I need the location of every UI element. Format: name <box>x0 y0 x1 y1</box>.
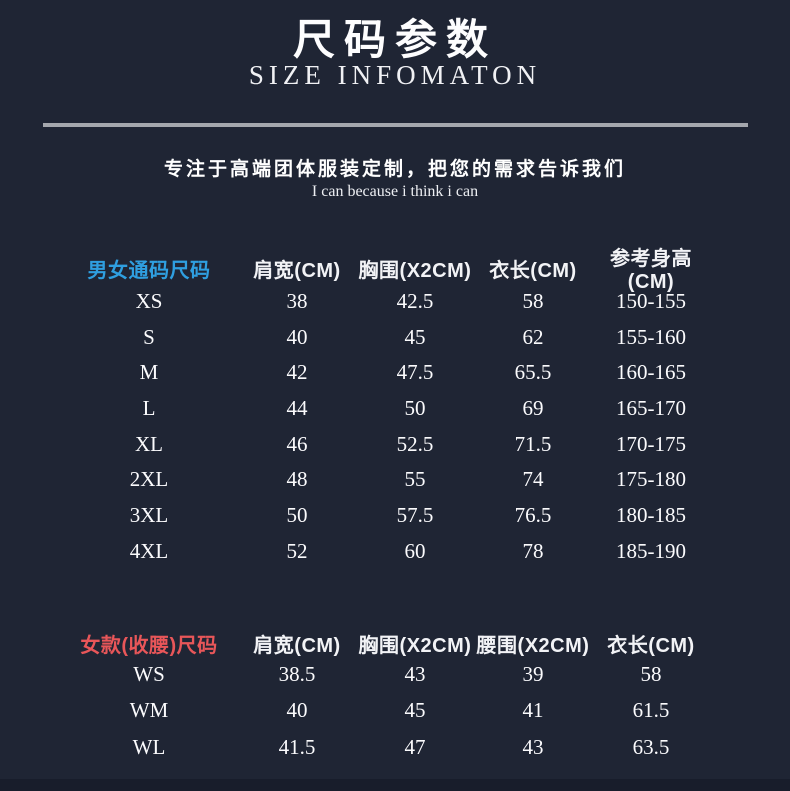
cell: 175-180 <box>616 467 686 492</box>
cell: 44 <box>286 396 308 421</box>
cell: 42.5 <box>396 289 434 314</box>
cell: 58 <box>522 289 544 314</box>
row-label: WL <box>132 734 166 759</box>
cell: 74 <box>522 467 544 492</box>
column-header-shoulder: 肩宽(CM) <box>253 259 341 282</box>
cell: 63.5 <box>632 734 670 759</box>
column-header-waist: 腰围(X2CM) <box>476 634 590 657</box>
cell: 57.5 <box>396 503 434 528</box>
cell: 55 <box>404 467 426 492</box>
cell: 52.5 <box>396 431 434 456</box>
cell: 40 <box>286 324 308 349</box>
cell: 40 <box>286 698 308 723</box>
row-label: WS <box>133 662 165 687</box>
motto: I can because i think i can <box>311 183 479 200</box>
cell: 58 <box>640 662 662 687</box>
cell: 69 <box>522 396 544 421</box>
bottom-bar <box>0 779 790 791</box>
column-header-shoulder: 肩宽(CM) <box>253 634 341 657</box>
page-title: 尺码参数 <box>292 18 497 64</box>
cell: 48 <box>286 467 308 492</box>
cell: 52 <box>286 538 308 563</box>
column-header-chest: 胸围(X2CM) <box>358 259 472 282</box>
cell: 65.5 <box>514 360 552 385</box>
cell: 170-175 <box>616 431 686 456</box>
cell: 43 <box>522 734 544 759</box>
column-header-length: 衣长(CM) <box>489 259 577 282</box>
cell: 43 <box>404 662 426 687</box>
column-header-length: 衣长(CM) <box>607 634 695 657</box>
cell: 38 <box>286 289 308 314</box>
cell: 41.5 <box>278 734 316 759</box>
row-label: S <box>143 324 155 349</box>
column-header-chest: 胸围(X2CM) <box>358 634 472 657</box>
cell: 78 <box>522 538 544 563</box>
cell: 62 <box>522 324 544 349</box>
cell: 47 <box>404 734 426 759</box>
cell: 155-160 <box>616 324 686 349</box>
cell: 50 <box>404 396 426 421</box>
women-table-label: 女款(收腰)尺码 <box>80 634 218 657</box>
page-subtitle: SIZE INFOMATON <box>248 60 542 90</box>
cell: 160-165 <box>616 360 686 385</box>
row-label: L <box>142 396 156 421</box>
women-size-table: 女款(收腰)尺码 肩宽(CM) 胸围(X2CM) 腰围(X2CM) 衣长(CM)… <box>60 620 710 766</box>
cell: 42 <box>286 360 308 385</box>
row-label: XL <box>135 431 163 456</box>
divider-line <box>43 123 748 127</box>
unisex-table-label: 男女通码尺码 <box>87 259 211 282</box>
row-label: 3XL <box>129 503 169 528</box>
cell: 39 <box>522 662 544 687</box>
tagline: 专注于高端团体服装定制，把您的需求告诉我们 <box>163 159 626 180</box>
row-label: XS <box>135 289 163 314</box>
cell: 180-185 <box>616 503 686 528</box>
cell: 41 <box>522 698 544 723</box>
cell: 38.5 <box>278 662 316 687</box>
cell: 45 <box>404 698 426 723</box>
cell: 61.5 <box>632 698 670 723</box>
cell: 76.5 <box>514 503 552 528</box>
cell: 150-155 <box>616 289 686 314</box>
cell: 60 <box>404 538 426 563</box>
cell: 185-190 <box>616 538 686 563</box>
cell: 71.5 <box>514 431 552 456</box>
row-label: 2XL <box>129 467 169 492</box>
column-header-height: 参考身高(CM) <box>610 248 692 293</box>
cell: 47.5 <box>396 360 434 385</box>
cell: 45 <box>404 324 426 349</box>
row-label: 4XL <box>129 538 169 563</box>
row-label: M <box>139 360 159 385</box>
unisex-size-table: 男女通码尺码 肩宽(CM) 胸围(X2CM) 衣长(CM) 参考身高(CM) X… <box>60 248 710 569</box>
row-label: WM <box>129 698 169 723</box>
cell: 165-170 <box>616 396 686 421</box>
cell: 46 <box>286 431 308 456</box>
cell: 50 <box>286 503 308 528</box>
